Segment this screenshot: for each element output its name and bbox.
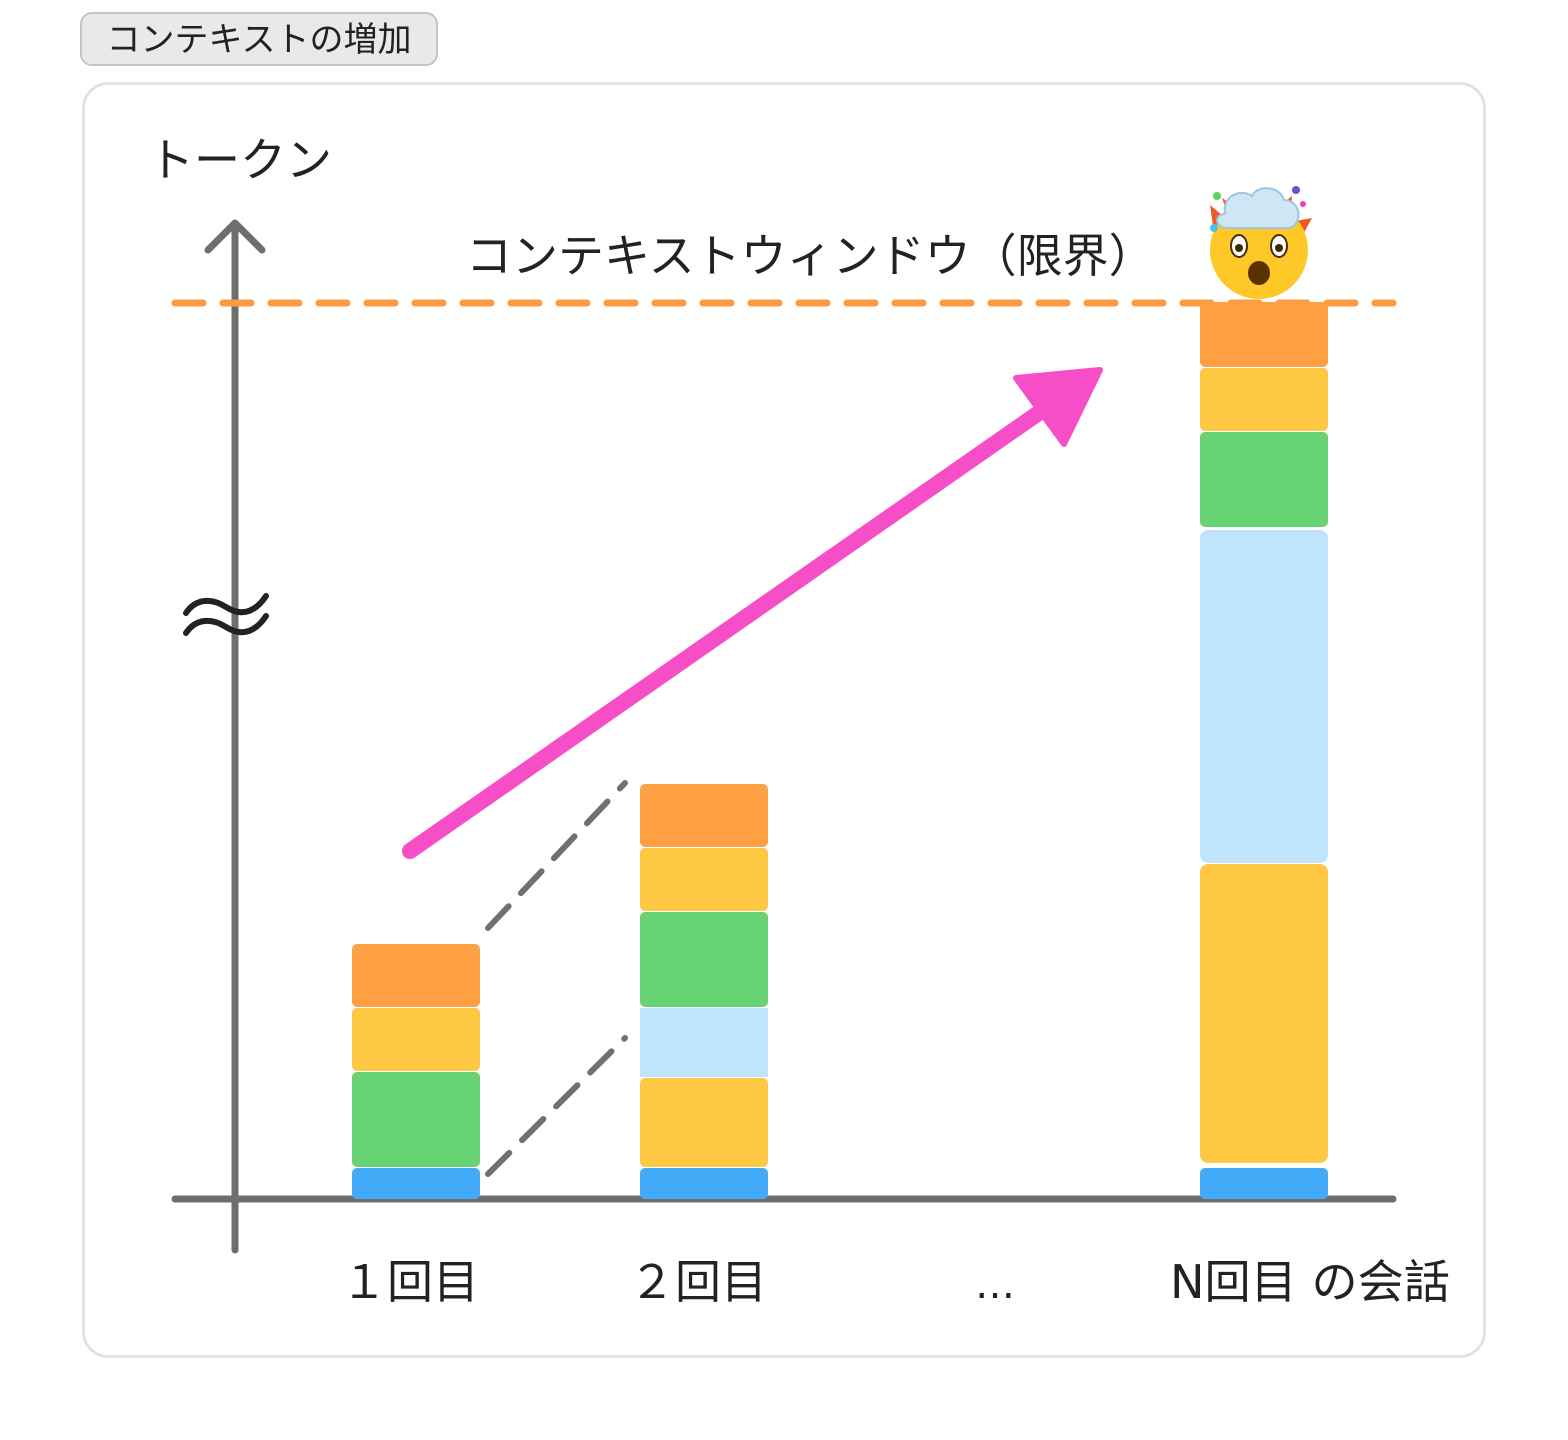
barn-segment-yellow-upper xyxy=(1200,368,1328,431)
bar1-segment-yellow xyxy=(352,1008,480,1071)
bar2-segment-lightblue xyxy=(640,1008,768,1077)
barn-segment-green xyxy=(1200,432,1328,527)
bar2-segment-yellow-lower xyxy=(640,1078,768,1167)
x-label-turn-n: N回目 の会話 xyxy=(1170,1255,1450,1309)
y-axis-arrowhead xyxy=(204,219,266,254)
barn-segment-yellow-lower xyxy=(1200,864,1328,1163)
connector-line-top xyxy=(485,780,628,931)
exploding-head-icon xyxy=(1210,186,1312,299)
context-window-limit-label: コンテキストウィンドウ（限界） xyxy=(466,229,1155,283)
x-label-turn-1: １回目 xyxy=(341,1255,479,1309)
bar1-segment-green xyxy=(352,1072,480,1167)
x-label-ellipsis: … xyxy=(975,1262,1015,1308)
bar2-segment-orange xyxy=(640,784,768,847)
barn-segment-blue xyxy=(1200,1168,1328,1199)
bar2-segment-blue xyxy=(640,1168,768,1199)
growth-arrow-icon xyxy=(402,367,1103,859)
axis-break-icon xyxy=(183,593,269,636)
x-label-turn-2: ２回目 xyxy=(629,1255,767,1309)
context-growth-tag[interactable]: コンテキストの増加 xyxy=(80,12,438,66)
bar2-segment-yellow-upper xyxy=(640,848,768,911)
barn-segment-orange xyxy=(1200,302,1328,367)
connector-line-bottom xyxy=(485,1035,628,1177)
y-axis-label: トークン xyxy=(148,133,332,187)
bar1-segment-blue xyxy=(352,1168,480,1199)
bar2-segment-green xyxy=(640,912,768,1007)
bar1-segment-orange xyxy=(352,944,480,1007)
barn-segment-lightblue xyxy=(1200,530,1328,863)
